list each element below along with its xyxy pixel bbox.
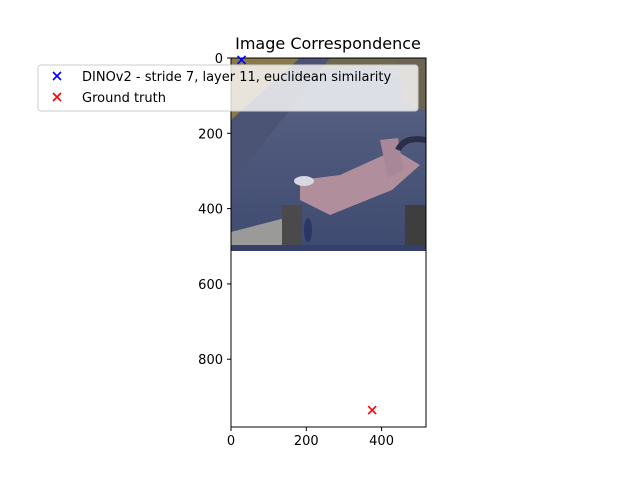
legend-marker bbox=[52, 92, 62, 102]
y-tick-label: 800 bbox=[198, 353, 223, 368]
x-axis-ticks: 0 200 400 bbox=[227, 427, 394, 449]
legend: DINOv2 - stride 7, layer 11, euclidean s… bbox=[37, 64, 419, 112]
x-tick-label: 400 bbox=[369, 434, 394, 449]
y-tick-label: 400 bbox=[198, 203, 223, 218]
ground-truth-marker bbox=[367, 405, 377, 415]
chart-title: Image Correspondence bbox=[235, 34, 421, 53]
y-tick-label: 200 bbox=[198, 127, 223, 142]
legend-label: Ground truth bbox=[82, 91, 166, 106]
prediction-marker bbox=[236, 55, 247, 65]
legend-label: DINOv2 - stride 7, layer 11, euclidean s… bbox=[82, 70, 392, 85]
y-tick-label: 600 bbox=[198, 278, 223, 293]
legend-marker bbox=[52, 71, 62, 81]
plot-area-frame bbox=[230, 57, 427, 428]
x-tick-label: 200 bbox=[294, 434, 319, 449]
y-axis-ticks: 0 200 400 600 800 bbox=[198, 52, 231, 368]
y-tick-label: 0 bbox=[215, 52, 223, 67]
data-markers bbox=[236, 55, 377, 415]
x-tick-label: 0 bbox=[227, 434, 235, 449]
legend-box bbox=[37, 64, 419, 112]
